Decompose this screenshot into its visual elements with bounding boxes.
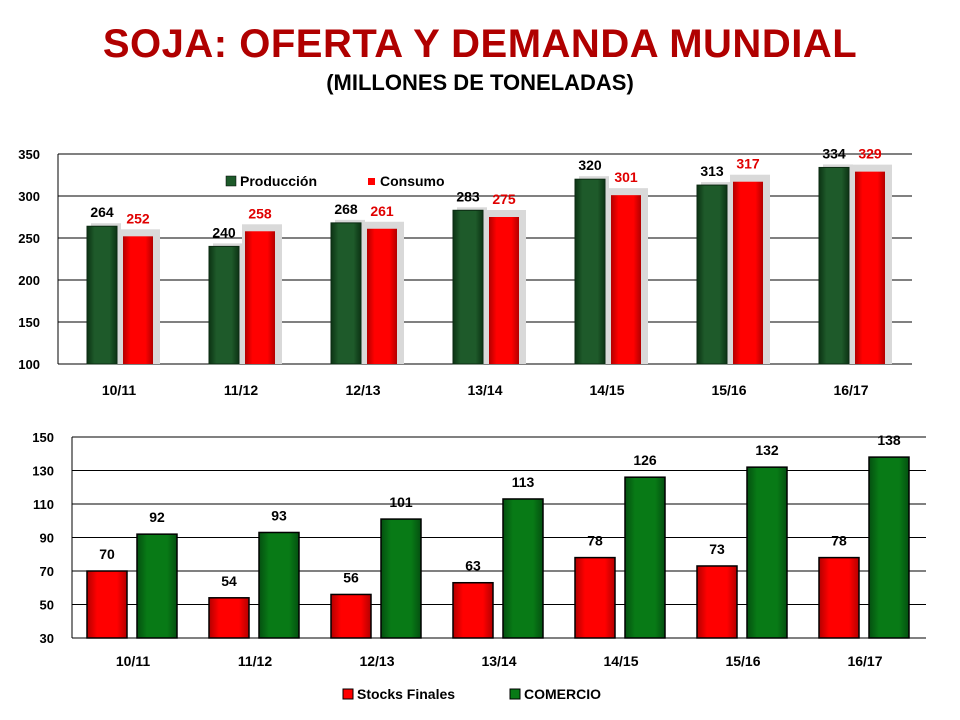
x-tick-label: 10/11 [116,653,150,669]
data-label-comercio: 93 [271,507,287,523]
data-label-consumo: 252 [126,210,150,226]
bar-produccion [818,166,850,365]
bar-consumo [611,195,641,364]
bar-comercio [502,498,544,639]
y-tick-label: 50 [40,598,54,613]
bar-consumo [367,228,397,364]
data-label-comercio: 138 [877,432,901,448]
y-tick-label: 70 [40,564,54,579]
legend-label-stocks-finales: Stocks Finales [357,686,455,702]
data-label-consumo: 258 [248,205,272,221]
legend-swatch-comercio [509,688,521,700]
data-label-consumo: 261 [370,203,394,219]
bar-stocks-finales [208,597,250,639]
bar-stocks-finales [86,570,128,639]
legend: Stocks Finales COMERCIO [342,686,601,702]
data-label-comercio: 132 [755,442,779,458]
legend-label-consumo: Consumo [380,173,445,189]
bar-stocks-finales [696,565,738,639]
bar-comercio [380,518,422,639]
bar-stocks-finales [818,556,860,639]
y-tick-label: 200 [18,273,40,288]
data-label-stocks-finales: 78 [831,533,847,549]
y-tick-label: 130 [32,464,54,479]
x-tick-label: 11/12 [238,653,272,669]
bar-comercio [868,456,910,639]
legend: Producción Consumo [225,173,445,189]
data-label-consumo: 275 [492,191,516,207]
x-tick-label: 13/14 [481,653,516,669]
x-tick-label: 16/17 [847,653,882,669]
data-label-stocks-finales: 56 [343,569,359,585]
data-label-stocks-finales: 63 [465,558,481,574]
data-label-comercio: 92 [149,509,165,525]
page-title: SOJA: OFERTA Y DEMANDA MUNDIAL [102,22,858,66]
data-label-consumo: 301 [614,169,638,185]
x-tick-label: 13/14 [467,382,502,398]
data-label-stocks-finales: 78 [587,533,603,549]
bar-produccion [86,225,118,365]
data-label-stocks-finales: 70 [99,546,115,562]
y-tick-label: 150 [32,430,54,445]
y-tick-label: 30 [40,631,54,646]
bar-stocks-finales [452,581,494,639]
data-label-produccion: 283 [456,188,480,204]
bar-produccion [452,209,484,365]
legend-swatch-produccion [225,175,237,187]
x-tick-label: 16/17 [833,382,868,398]
data-label-comercio: 126 [633,452,657,468]
data-label-produccion: 264 [90,204,114,220]
x-tick-label: 11/12 [224,382,258,398]
y-tick-label: 150 [18,315,40,330]
y-tick-label: 250 [18,231,40,246]
data-label-comercio: 101 [389,494,413,510]
bar-consumo [855,171,885,364]
data-label-consumo: 317 [736,156,760,172]
x-tick-label: 12/13 [359,653,394,669]
x-tick-label: 15/16 [711,382,746,398]
y-tick-label: 300 [18,189,40,204]
legend-label-comercio: COMERCIO [524,686,601,702]
bar-consumo [489,217,519,364]
data-label-produccion: 268 [334,201,358,217]
bar-comercio [136,533,178,639]
x-tick-label: 15/16 [725,653,760,669]
legend-label-produccion: Producción [240,173,317,189]
legend-swatch-consumo [368,178,375,185]
production-consumption-chart: 100 150 200 250 300 350 10/11 264 252 11/12 240 258… [18,145,912,398]
y-tick-label: 350 [18,147,40,162]
bar-consumo [733,181,763,364]
data-label-stocks-finales: 54 [221,573,237,589]
x-tick-label: 14/15 [589,382,624,398]
legend-swatch-stocks-finales [342,688,354,700]
data-label-produccion: 313 [700,163,724,179]
data-label-produccion: 334 [822,145,846,161]
x-tick-label: 14/15 [603,653,638,669]
page-subtitle: (MILLONES DE TONELADAS) [326,70,634,95]
data-label-stocks-finales: 73 [709,541,725,557]
bar-stocks-finales [330,593,372,639]
bar-produccion [330,222,362,365]
bar-consumo [123,236,153,364]
bar-produccion [696,184,728,365]
data-label-consumo: 329 [858,146,882,162]
bar-produccion [208,245,240,365]
y-tick-label: 100 [18,357,40,372]
bar-comercio [258,531,300,639]
data-label-produccion: 240 [212,224,236,240]
bar-consumo [245,231,275,364]
x-tick-label: 10/11 [102,382,136,398]
bar-comercio [746,466,788,639]
bar-stocks-finales [574,556,616,639]
bar-comercio [624,476,666,639]
stocks-trade-chart: 30 50 70 90 110 130 150 10/11 70 92 11/12 54 93 12/13… [32,430,926,702]
bar-produccion [574,178,606,365]
y-tick-label: 110 [33,497,54,512]
data-label-produccion: 320 [578,157,602,173]
y-tick-label: 90 [40,531,54,546]
data-label-comercio: 113 [512,474,535,490]
x-tick-label: 12/13 [345,382,380,398]
